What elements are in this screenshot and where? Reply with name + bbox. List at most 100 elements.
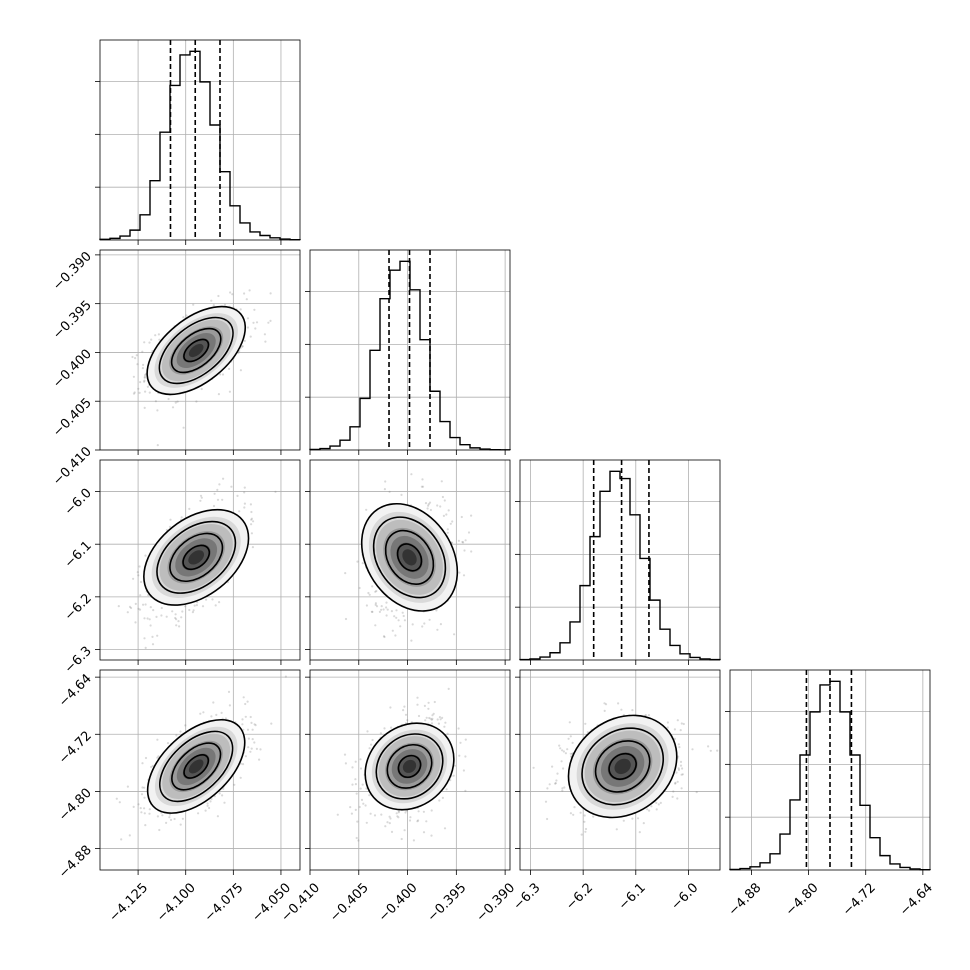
scatter-point: [134, 357, 137, 360]
scatter-point: [216, 498, 220, 501]
scatter-point: [422, 831, 426, 834]
scatter-point: [214, 604, 217, 607]
scatter-point: [199, 494, 203, 497]
scatter-point: [179, 730, 182, 733]
scatter-point: [143, 617, 146, 620]
x-tick-label: −4.72: [840, 880, 879, 919]
contour-lines: [364, 722, 455, 811]
density-shading: [361, 503, 458, 611]
scatter-point: [449, 522, 452, 525]
y-tick-label: −0.395: [50, 298, 95, 343]
scatter-point: [568, 721, 571, 724]
scatter-point: [361, 783, 364, 786]
scatter-point: [388, 490, 391, 493]
scatter-point: [464, 789, 467, 793]
scatter-point: [548, 783, 551, 786]
scatter-point: [156, 444, 159, 447]
scatter-point: [249, 503, 252, 506]
scatter-point: [144, 373, 147, 377]
scatter-point: [402, 709, 405, 712]
scatter-point: [674, 782, 677, 785]
scatter-point: [229, 291, 232, 294]
scatter-point: [375, 605, 379, 608]
scatter-point: [603, 702, 606, 705]
scatter-point: [117, 605, 120, 608]
scatter-point: [467, 531, 471, 534]
scatter-point: [241, 718, 244, 721]
scatter-point: [179, 823, 182, 826]
scatter-point: [181, 610, 184, 613]
scatter-point: [430, 809, 433, 812]
scatter-point: [677, 767, 680, 770]
scatter-point: [139, 807, 142, 810]
scatter-point: [584, 830, 587, 833]
scatter-point: [174, 616, 177, 620]
scatter-point: [666, 721, 670, 724]
scatter-point: [371, 738, 374, 742]
scatter-point: [357, 839, 360, 842]
scatter-point: [430, 718, 433, 721]
scatter-point: [175, 624, 178, 627]
scatter-point: [674, 781, 677, 785]
scatter-point: [166, 742, 170, 745]
scatter-point: [144, 646, 147, 650]
scatter-point: [403, 829, 406, 832]
scatter-point: [374, 590, 377, 593]
density-content: [100, 670, 300, 870]
scatter-point: [561, 789, 564, 792]
contour-line: [581, 727, 665, 806]
scatter-point: [188, 608, 191, 612]
scatter-point: [395, 609, 398, 612]
scatter-point: [447, 509, 450, 512]
scatter-point: [421, 625, 424, 628]
y-tick-label: −0.390: [50, 249, 95, 294]
scatter-point: [200, 387, 203, 391]
scatter-point: [270, 722, 273, 725]
scatter-point: [427, 503, 430, 506]
scatter-point: [227, 690, 231, 694]
scatter-point: [464, 539, 467, 542]
scatter-point: [584, 827, 588, 831]
scatter-point: [388, 822, 391, 825]
scatter-point: [143, 807, 146, 810]
scatter-point: [383, 488, 386, 491]
scatter-point: [218, 601, 221, 604]
scatter-point: [395, 616, 398, 619]
scatter-point: [251, 728, 254, 731]
scatter-point: [604, 703, 608, 706]
scatter-point: [383, 727, 386, 730]
scatter-point: [253, 741, 256, 744]
scatter-point: [380, 605, 383, 608]
scatter-point: [143, 812, 146, 815]
scatter-point: [439, 505, 442, 508]
scatter-point: [143, 380, 146, 383]
density-panel-0-3: −4.125 −4.100 −4.075 −4.050−4.88−4.80−4.72−…: [56, 669, 301, 925]
scatter-point: [176, 400, 179, 403]
scatter-point: [603, 709, 606, 713]
scatter-point: [344, 617, 348, 621]
scatter-point: [253, 308, 256, 311]
scatter-point: [716, 749, 719, 752]
scatter-point: [249, 335, 252, 338]
scatter-point: [210, 715, 213, 718]
scatter-point: [620, 708, 623, 711]
scatter-point: [156, 738, 159, 741]
density-fill: [614, 758, 631, 775]
density-panel-2-3: −6.3 −6.2 −6.1 −6.0: [511, 669, 721, 913]
scatter-point: [433, 700, 436, 704]
scatter-point: [223, 303, 227, 306]
scatter-point: [447, 687, 450, 691]
scatter-point: [453, 633, 456, 636]
scatter-point: [184, 605, 187, 608]
scatter-point: [362, 802, 365, 805]
scatter-point: [143, 376, 146, 379]
scatter-point: [126, 785, 129, 788]
scatter-point: [397, 811, 400, 814]
panel-frame: [519, 669, 721, 871]
scatter-point: [201, 605, 205, 608]
scatter-point: [130, 606, 133, 610]
scatter-point: [151, 635, 154, 639]
scatter-point: [195, 604, 198, 607]
y-tick-label: −0.410: [50, 444, 95, 489]
scatter-point: [462, 541, 465, 544]
